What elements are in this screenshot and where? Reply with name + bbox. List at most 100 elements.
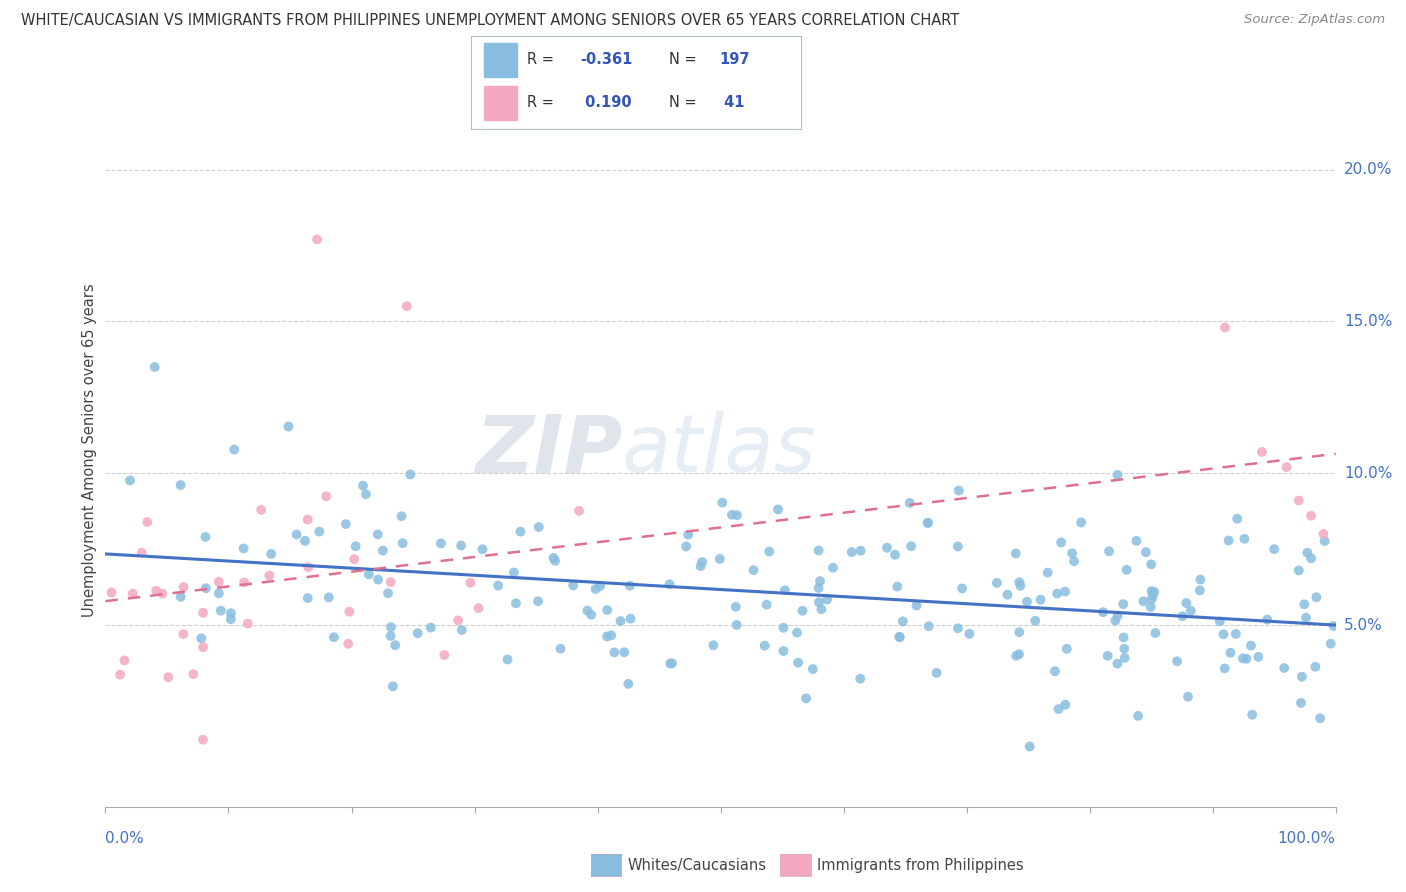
Point bbox=[900, 539, 922, 553]
Point bbox=[801, 662, 824, 676]
Point bbox=[755, 598, 778, 612]
Point bbox=[1305, 659, 1327, 673]
Point bbox=[603, 645, 626, 659]
Text: Immigrants from Philippines: Immigrants from Philippines bbox=[817, 858, 1024, 872]
Point bbox=[1225, 627, 1247, 641]
Point bbox=[384, 638, 406, 652]
Point bbox=[367, 573, 389, 587]
Point bbox=[467, 601, 489, 615]
Point bbox=[277, 419, 299, 434]
Point bbox=[585, 582, 607, 596]
Point bbox=[337, 637, 360, 651]
Text: 10.0%: 10.0% bbox=[1344, 466, 1392, 481]
Point bbox=[1140, 592, 1163, 607]
Point bbox=[1240, 639, 1263, 653]
Point bbox=[1218, 533, 1240, 548]
Point bbox=[1005, 648, 1028, 663]
Point bbox=[118, 474, 141, 488]
Point bbox=[1004, 547, 1026, 561]
Point bbox=[742, 563, 765, 577]
Point bbox=[1063, 554, 1085, 568]
Point bbox=[1047, 702, 1070, 716]
Point bbox=[1050, 535, 1073, 549]
Point bbox=[576, 603, 599, 617]
Point bbox=[950, 582, 973, 596]
Point bbox=[367, 527, 389, 541]
Point bbox=[596, 603, 619, 617]
Point bbox=[170, 590, 193, 604]
Point bbox=[1015, 595, 1038, 609]
Point bbox=[1301, 508, 1323, 523]
Point bbox=[380, 620, 402, 634]
Text: 0.0%: 0.0% bbox=[105, 831, 145, 846]
Point bbox=[997, 588, 1019, 602]
Point bbox=[1008, 575, 1031, 590]
Point bbox=[1142, 589, 1164, 603]
Point bbox=[772, 644, 794, 658]
Point bbox=[1232, 651, 1254, 665]
Point bbox=[711, 496, 734, 510]
Point bbox=[143, 359, 166, 374]
Point bbox=[1132, 594, 1154, 608]
Text: 197: 197 bbox=[718, 52, 749, 67]
Point bbox=[1036, 566, 1059, 580]
Point bbox=[1247, 649, 1270, 664]
Point bbox=[208, 586, 231, 600]
Point bbox=[773, 583, 796, 598]
Point bbox=[344, 539, 367, 553]
Bar bbox=[484, 43, 517, 77]
Point bbox=[1114, 651, 1136, 665]
Point bbox=[1263, 542, 1285, 557]
Point bbox=[1115, 563, 1137, 577]
Point bbox=[335, 517, 357, 532]
Point bbox=[689, 559, 711, 574]
Point bbox=[183, 667, 205, 681]
Point bbox=[1213, 661, 1236, 675]
Point bbox=[886, 580, 908, 594]
Point bbox=[1054, 698, 1077, 712]
Point bbox=[391, 509, 413, 524]
Point bbox=[1296, 546, 1319, 560]
Point bbox=[918, 619, 941, 633]
Point bbox=[194, 581, 217, 595]
Point bbox=[1180, 604, 1202, 618]
Point bbox=[357, 567, 380, 582]
Bar bbox=[484, 87, 517, 120]
Point bbox=[884, 548, 907, 562]
Point bbox=[1062, 546, 1084, 560]
Point bbox=[619, 579, 641, 593]
Point bbox=[496, 652, 519, 666]
Point bbox=[1219, 646, 1241, 660]
Point bbox=[100, 585, 122, 599]
Y-axis label: Unemployment Among Seniors over 65 years: Unemployment Among Seniors over 65 years bbox=[82, 284, 97, 617]
Point bbox=[297, 512, 319, 526]
Point bbox=[568, 504, 591, 518]
Point bbox=[294, 533, 316, 548]
Point bbox=[676, 527, 699, 541]
Point bbox=[841, 545, 863, 559]
Text: Whites/Caucasians: Whites/Caucasians bbox=[627, 858, 766, 872]
Point bbox=[946, 621, 969, 635]
Point bbox=[1097, 648, 1119, 663]
Point bbox=[447, 613, 470, 627]
Point bbox=[260, 547, 283, 561]
Point bbox=[450, 539, 472, 553]
Point bbox=[1107, 467, 1129, 482]
Point bbox=[114, 653, 136, 667]
Point bbox=[150, 587, 173, 601]
Point bbox=[297, 560, 319, 574]
Point bbox=[460, 575, 482, 590]
Text: Source: ZipAtlas.com: Source: ZipAtlas.com bbox=[1244, 13, 1385, 27]
Point bbox=[721, 508, 744, 522]
Point bbox=[1313, 533, 1336, 548]
Point bbox=[343, 552, 366, 566]
Point bbox=[1018, 739, 1040, 754]
Point bbox=[690, 555, 713, 569]
Point bbox=[502, 566, 524, 580]
Point bbox=[1056, 641, 1078, 656]
Point bbox=[1008, 647, 1031, 661]
Point bbox=[285, 527, 308, 541]
Point bbox=[1171, 609, 1194, 624]
Point bbox=[1295, 610, 1317, 624]
Point bbox=[810, 602, 832, 616]
